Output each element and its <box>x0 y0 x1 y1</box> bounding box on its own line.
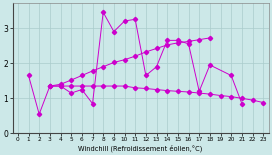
X-axis label: Windchill (Refroidissement éolien,°C): Windchill (Refroidissement éolien,°C) <box>78 144 203 152</box>
